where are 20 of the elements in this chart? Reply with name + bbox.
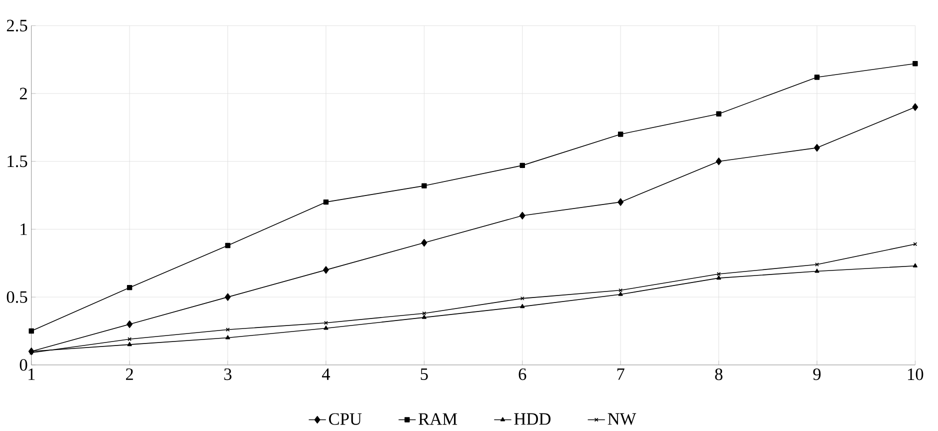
legend-label: NW	[608, 414, 636, 426]
y-tick-label: 0	[20, 359, 28, 372]
y-tick-label: 2.5	[6, 20, 28, 32]
y-tick-label: 0.5	[6, 291, 28, 304]
legend-label: HDD	[514, 414, 550, 425]
x-tick-label: 8	[715, 368, 722, 380]
legend-label: CPU	[328, 413, 362, 426]
x-tick-label: 5	[420, 368, 428, 380]
x-tick-label: 2	[126, 368, 133, 380]
y-tick-label: 1.5	[8, 156, 28, 168]
x-tick-label: 10	[908, 368, 924, 380]
x-tick-label: 4	[322, 368, 330, 380]
y-tick-label: 1	[20, 224, 27, 236]
legend-label: RAM	[418, 414, 458, 425]
y-tick-label: 2	[20, 88, 27, 100]
x-tick-label: 7	[617, 368, 624, 380]
x-tick-label: 1	[28, 368, 35, 380]
x-tick-label: 3	[224, 368, 232, 380]
x-tick-label: 9	[813, 368, 821, 380]
x-tick-label: 6	[518, 368, 526, 380]
